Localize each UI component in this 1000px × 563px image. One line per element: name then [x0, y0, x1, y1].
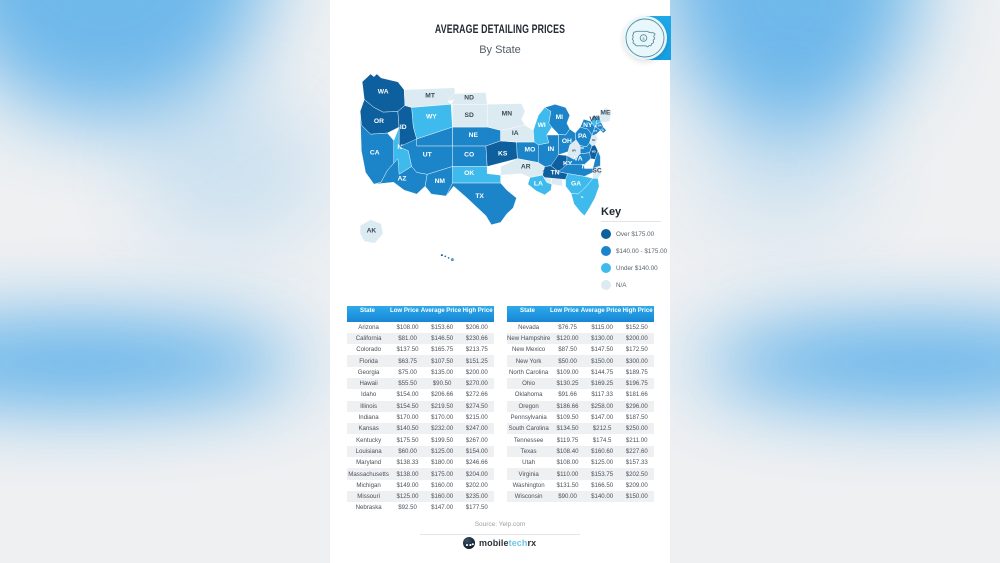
svg-text:WV: WV — [572, 150, 576, 153]
svg-text:DE: DE — [581, 147, 585, 150]
svg-text:MI: MI — [556, 114, 564, 121]
svg-text:OK: OK — [464, 170, 474, 177]
svg-text:AR: AR — [521, 164, 531, 171]
svg-text:TN: TN — [551, 170, 560, 177]
svg-text:VA: VA — [574, 156, 583, 163]
svg-text:ME: ME — [600, 110, 611, 117]
svg-text:MN: MN — [502, 110, 513, 117]
svg-text:SD: SD — [464, 112, 474, 119]
svg-text:GA: GA — [571, 181, 581, 188]
svg-text:IA: IA — [512, 130, 519, 137]
svg-text:UT: UT — [423, 152, 432, 159]
svg-text:NY: NY — [583, 122, 593, 129]
svg-text:KS: KS — [498, 151, 508, 158]
svg-text:SC: SC — [592, 168, 602, 175]
svg-text:CO: CO — [464, 152, 474, 159]
svg-text:MD: MD — [592, 151, 596, 154]
svg-text:AZ: AZ — [398, 175, 407, 182]
svg-text:OH: OH — [562, 138, 572, 145]
svg-text:ID: ID — [400, 124, 407, 131]
svg-text:NM: NM — [435, 178, 445, 185]
svg-text:WI: WI — [538, 122, 546, 129]
svg-text:IN: IN — [548, 146, 555, 153]
svg-text:TX: TX — [475, 193, 484, 200]
svg-text:LA: LA — [534, 181, 543, 188]
svg-text:$: $ — [642, 36, 645, 41]
svg-text:CT: CT — [594, 130, 598, 133]
svg-text:MO: MO — [525, 147, 536, 154]
svg-text:MT: MT — [425, 93, 435, 100]
svg-text:FL: FL — [581, 196, 585, 199]
svg-text:OR: OR — [374, 118, 384, 125]
svg-text:MA: MA — [598, 124, 602, 127]
svg-text:NE: NE — [469, 132, 479, 139]
svg-text:WA: WA — [378, 89, 389, 96]
svg-text:ND: ND — [464, 95, 474, 102]
svg-text:NC: NC — [582, 164, 592, 171]
svg-text:AK: AK — [367, 228, 377, 235]
svg-text:CA: CA — [370, 150, 380, 157]
svg-text:PA: PA — [578, 133, 587, 140]
svg-text:WY: WY — [426, 114, 437, 121]
